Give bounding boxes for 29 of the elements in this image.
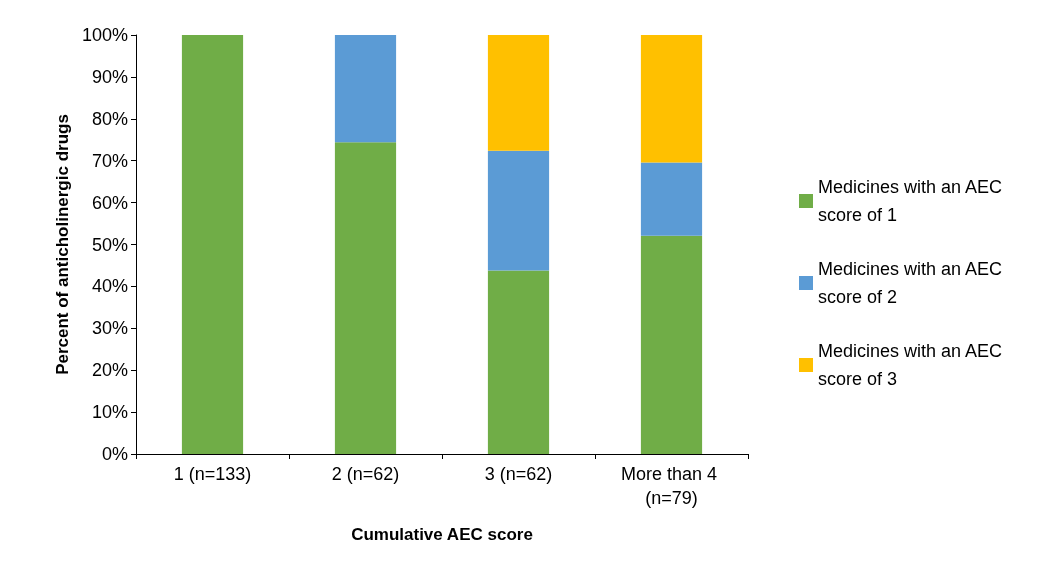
y-tick-label: 40% xyxy=(91,276,128,297)
y-tick-label: 30% xyxy=(91,318,128,339)
y-tick-label: 50% xyxy=(91,234,128,255)
y-tick-label: 60% xyxy=(91,192,128,213)
y-tick-label: 100% xyxy=(81,25,128,45)
y-tick-label: 90% xyxy=(91,66,128,87)
bar xyxy=(640,162,703,236)
legend-label: Medicines with an AEC score of 3 xyxy=(818,341,1008,389)
legend-label: Medicines with an AEC score of 1 xyxy=(818,177,1008,225)
bar xyxy=(334,142,397,454)
x-tick-label: 2 (n=62) xyxy=(331,464,400,484)
legend-label: Medicines with an AEC score of 2 xyxy=(818,259,1008,307)
bar xyxy=(640,235,703,454)
x-tick-label: 1 (n=133) xyxy=(173,464,252,484)
bar xyxy=(640,35,703,163)
x-tick-label: More than 4 (n=79) xyxy=(620,464,723,508)
y-tick-label: 20% xyxy=(91,360,128,381)
y-tick-label: 10% xyxy=(91,402,128,423)
x-axis-title: Cumulative AEC score xyxy=(351,525,533,544)
x-tick-label: 3 (n=62) xyxy=(484,464,553,484)
y-tick-label: 70% xyxy=(91,150,128,171)
y-tick-label: 80% xyxy=(91,108,128,129)
y-axis-title: Percent of anticholinergic drugs xyxy=(53,114,73,375)
bar xyxy=(487,150,550,271)
y-tick-label: 0% xyxy=(101,444,128,464)
bar xyxy=(487,270,550,454)
bar xyxy=(487,35,550,151)
bar xyxy=(181,35,244,454)
bar xyxy=(334,35,397,143)
